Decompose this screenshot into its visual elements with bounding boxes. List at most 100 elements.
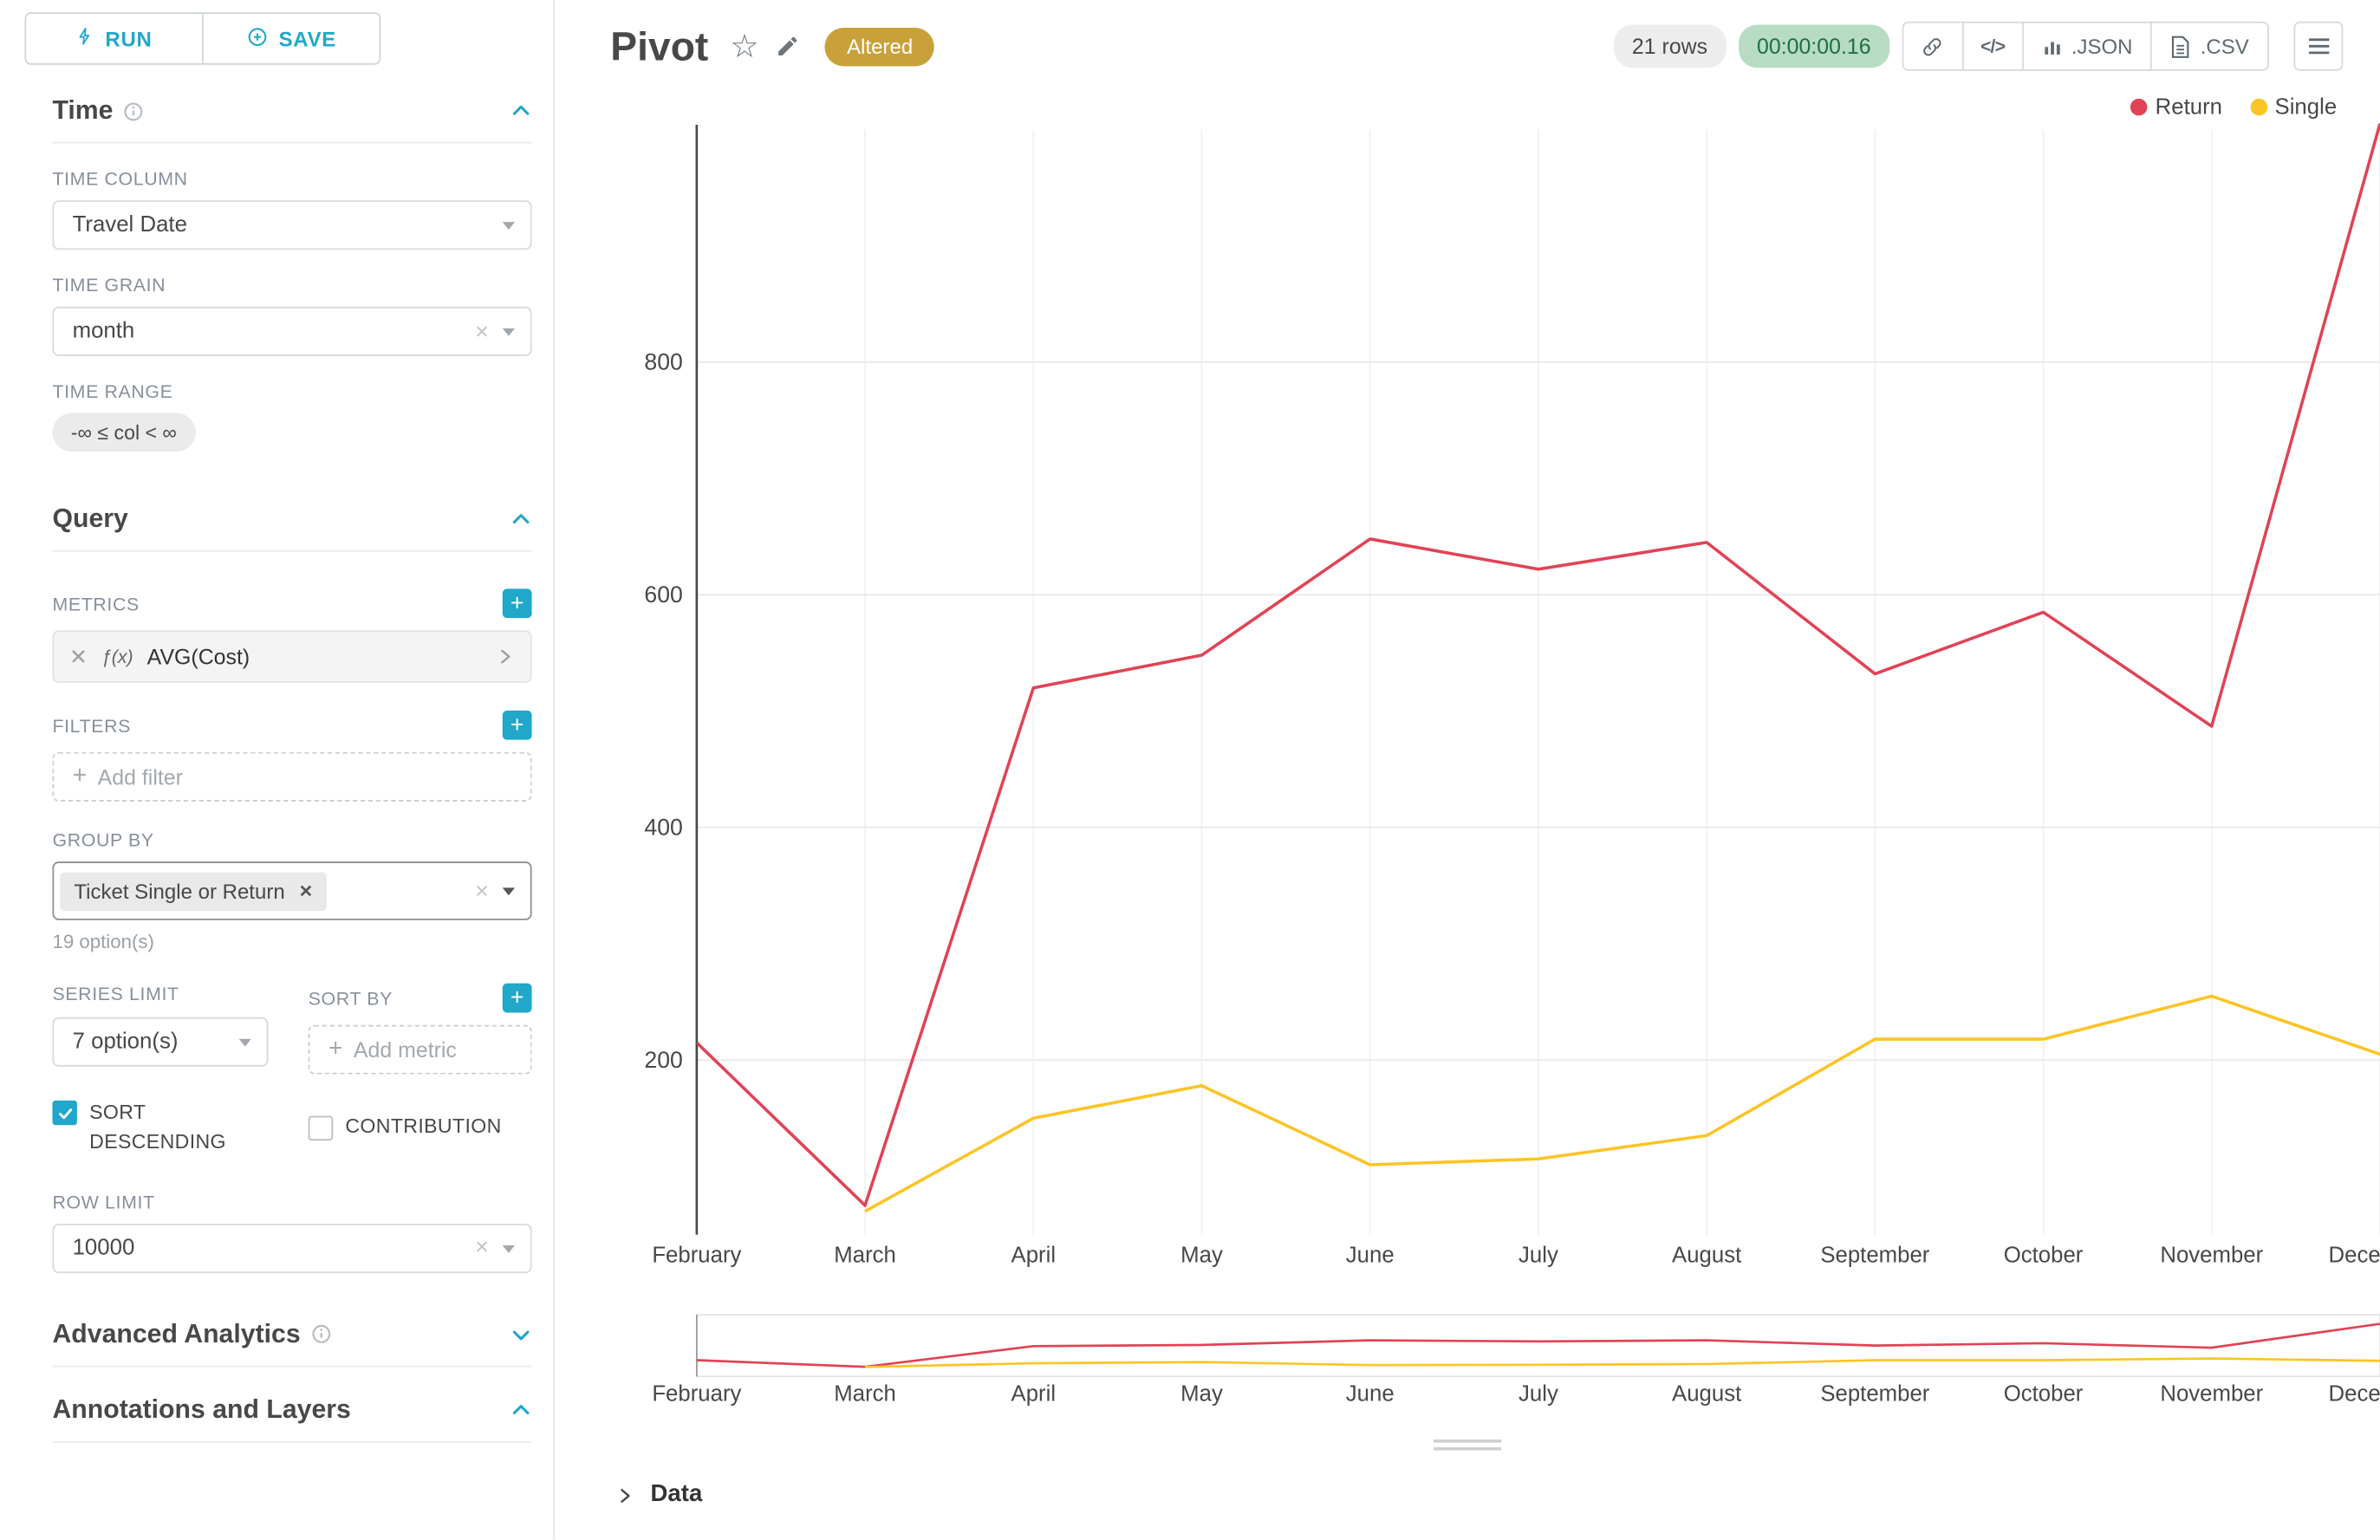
divider (201, 14, 204, 63)
chevron-up-icon[interactable] (510, 509, 532, 530)
panel-resize-handle[interactable] (1433, 1439, 1502, 1451)
time-column-select[interactable]: Travel Date (52, 200, 532, 250)
control-panel: RUN SAVE Time TIME COLUMN (0, 0, 556, 1540)
csv-label: .CSV (2200, 35, 2249, 58)
legend-item[interactable]: Return (2130, 94, 2223, 120)
row-limit-label: ROW LIMIT (52, 1191, 155, 1213)
legend-dot-icon (2130, 98, 2148, 116)
plus-circle-icon (246, 25, 268, 51)
altered-badge[interactable]: Altered (825, 27, 935, 66)
svg-text:October: October (2004, 1382, 2084, 1407)
time-range-label: TIME RANGE (52, 380, 173, 403)
legend-label: Single (2274, 94, 2338, 120)
annotations-header[interactable]: Annotations and Layers (52, 1373, 532, 1443)
remove-metric-icon[interactable]: ✕ (69, 644, 88, 669)
share-link-button[interactable] (1902, 21, 1964, 71)
query-section-title: Query (52, 504, 128, 534)
star-icon[interactable]: ☆ (730, 28, 759, 64)
annotations-section: Annotations and Layers (24, 1373, 532, 1443)
svg-text:December: December (2329, 1382, 2380, 1407)
run-button[interactable]: RUN (26, 14, 202, 63)
add-sort-metric-button[interactable]: + (502, 983, 532, 1013)
series-limit-select[interactable]: 7 option(s) (52, 1017, 269, 1067)
info-icon (311, 1324, 331, 1344)
add-filter-dropzone[interactable]: + Add filter (52, 751, 532, 802)
clear-icon[interactable]: × (475, 1234, 489, 1262)
query-section-header[interactable]: Query (52, 473, 532, 552)
series-limit-label: SERIES LIMIT (52, 983, 179, 1005)
filters-label: FILTERS (52, 714, 132, 737)
data-panel-toggle[interactable]: Data (555, 1481, 2380, 1509)
remove-chip-icon[interactable]: ✕ (298, 882, 314, 901)
series-limit-value: 7 option(s) (72, 1030, 179, 1055)
caret-down-icon (502, 887, 516, 901)
code-icon: </> (1980, 35, 2006, 57)
row-limit-select[interactable]: 10000 × (52, 1223, 532, 1273)
add-metric-button[interactable]: + (502, 588, 532, 619)
chevron-down-icon[interactable] (510, 1323, 532, 1345)
time-section-header[interactable]: Time (52, 65, 532, 144)
chart-legend: Return Single (555, 71, 2380, 120)
run-label: RUN (105, 27, 153, 50)
sort-descending-checkbox[interactable]: SORT DESCENDING (52, 1099, 268, 1157)
run-save-group: RUN SAVE (24, 12, 381, 65)
clear-icon[interactable]: × (475, 877, 489, 905)
add-filter-text: Add filter (97, 764, 183, 789)
plus-icon: + (72, 763, 88, 789)
chevron-up-icon[interactable] (510, 101, 532, 122)
chart-title: Pivot (610, 22, 709, 69)
time-section: Time TIME COLUMN Travel Date TIME GRAIN … (24, 65, 532, 452)
function-icon: ƒ(x) (101, 646, 133, 668)
add-filter-button[interactable]: + (502, 710, 532, 740)
chart-menu-button[interactable] (2293, 21, 2344, 71)
contribution-checkbox[interactable]: CONTRIBUTION (308, 1099, 502, 1157)
time-range-pill[interactable]: -∞ ≤ col < ∞ (52, 413, 196, 452)
embed-code-button[interactable]: </> (1961, 21, 2024, 71)
svg-text:September: September (1820, 1382, 1929, 1407)
save-button[interactable]: SAVE (203, 14, 380, 63)
export-json-button[interactable]: .JSON (2021, 21, 2153, 71)
contribution-label: CONTRIBUTION (345, 1114, 502, 1139)
metric-item[interactable]: ✕ ƒ(x) AVG(Cost) (52, 630, 532, 683)
lightning-icon (76, 24, 94, 52)
json-label: .JSON (2071, 35, 2133, 58)
row-count-badge: 21 rows (1613, 24, 1726, 68)
svg-text:April: April (1011, 1382, 1057, 1407)
svg-text:December: December (2329, 1244, 2380, 1268)
svg-text:May: May (1180, 1244, 1223, 1268)
advanced-analytics-header[interactable]: Advanced Analytics (52, 1297, 532, 1367)
svg-text:August: August (1672, 1382, 1741, 1407)
plus-icon: + (328, 1036, 343, 1062)
bar-chart-icon (2044, 41, 2060, 55)
export-csv-button[interactable]: .CSV (2150, 21, 2269, 71)
time-grain-select[interactable]: month × (52, 306, 532, 356)
metrics-label: METRICS (52, 592, 140, 614)
chart-svg[interactable]: 200 400 600 800 February March April May June Jul… (555, 122, 2380, 1409)
legend-label: Return (2155, 94, 2223, 120)
svg-text:November: November (2160, 1382, 2263, 1407)
group-by-chip[interactable]: Ticket Single or Return ✕ (60, 871, 328, 911)
mini-chart-brush (696, 1322, 2380, 1368)
chevron-up-icon[interactable] (510, 1399, 532, 1420)
add-metric-text: Add metric (353, 1036, 457, 1062)
svg-text:200: 200 (644, 1047, 682, 1073)
add-sort-metric-dropzone[interactable]: + Add metric (308, 1024, 532, 1075)
caret-down-icon (502, 328, 516, 342)
clear-icon[interactable]: × (475, 318, 489, 345)
svg-text:August: August (1672, 1244, 1741, 1268)
advanced-analytics-title: Advanced Analytics (52, 1318, 301, 1348)
checkbox-checked-icon (52, 1100, 77, 1126)
export-button-group: </> .JSON .CSV (1902, 21, 2269, 71)
annotations-title: Annotations and Layers (52, 1394, 351, 1424)
group-by-select[interactable]: Ticket Single or Return ✕ × (52, 861, 532, 920)
row-limit-value: 10000 (72, 1235, 135, 1261)
edit-icon[interactable] (776, 34, 800, 58)
sort-by-label: SORT BY (308, 987, 393, 1010)
svg-text:June: June (1346, 1382, 1395, 1407)
legend-item[interactable]: Single (2250, 94, 2338, 120)
document-icon (2172, 35, 2190, 57)
chevron-right-icon[interactable] (497, 647, 515, 666)
svg-text:June: June (1346, 1244, 1395, 1268)
svg-text:600: 600 (644, 582, 682, 608)
svg-text:May: May (1180, 1382, 1223, 1407)
